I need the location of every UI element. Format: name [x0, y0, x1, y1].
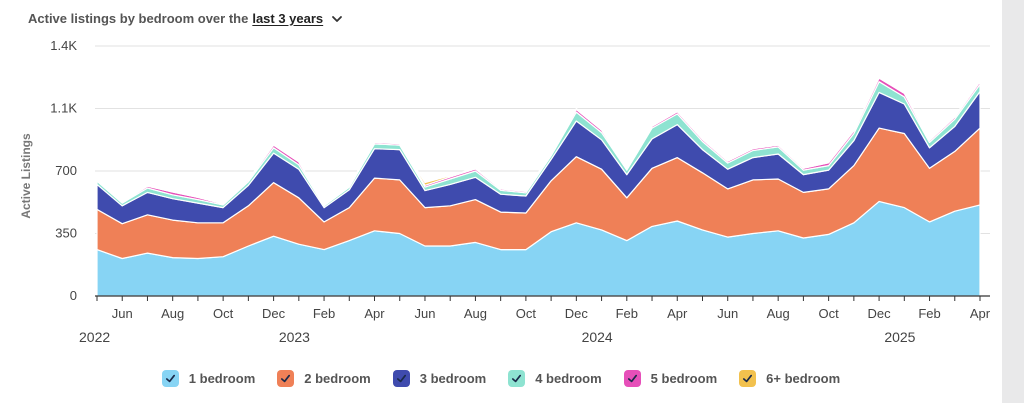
x-tick-label: Apr	[364, 306, 385, 321]
y-tick-label: 1.1K	[50, 101, 77, 116]
x-tick-label: Apr	[970, 306, 991, 321]
scrollbar-track[interactable]	[1002, 0, 1024, 403]
year-label: 2024	[582, 329, 613, 345]
x-tick-label: Dec	[868, 306, 892, 321]
x-tick-label: Apr	[667, 306, 688, 321]
y-axis-label: Active Listings	[19, 133, 33, 219]
x-tick-label: Oct	[819, 306, 840, 321]
y-tick-label: 700	[55, 163, 77, 178]
checkbox-checked-icon[interactable]	[739, 370, 757, 387]
time-range-link[interactable]: last 3 years	[252, 11, 324, 26]
legend-item[interactable]: 6+ bedroom	[739, 370, 840, 387]
legend-label: 1 bedroom	[188, 371, 256, 386]
legend-item[interactable]: 4 bedroom	[508, 370, 602, 387]
legend-item[interactable]: 2 bedroom	[277, 370, 371, 387]
legend-item[interactable]: 1 bedroom	[161, 370, 256, 387]
chart-legend: 1 bedroom 2 bedroom 3 bedroom 4 bedroom 5 be…	[0, 370, 1002, 387]
checkbox-checked-icon[interactable]	[392, 370, 410, 387]
x-tick-label: Aug	[767, 306, 790, 321]
year-label: 2025	[884, 329, 915, 345]
x-tick-label: Oct	[516, 306, 537, 321]
area-series-6-bedroom[interactable]	[96, 76, 981, 206]
x-tick-label: Feb	[918, 306, 940, 321]
x-tick-label: Feb	[313, 306, 335, 321]
year-label: 2023	[279, 329, 310, 345]
x-tick-label: Jun	[112, 306, 133, 321]
x-tick-label: Oct	[213, 306, 234, 321]
year-label: 2022	[79, 329, 110, 345]
legend-label: 2 bedroom	[304, 371, 371, 386]
x-tick-label: Aug	[161, 306, 184, 321]
stacked-area-chart: 0 350 700 1.1K 1.4K Active Listings Jun Aug Oct D…	[19, 38, 991, 345]
x-tick-label: Dec	[262, 306, 286, 321]
checkbox-checked-icon[interactable]	[508, 370, 526, 387]
checkbox-checked-icon[interactable]	[623, 370, 641, 387]
legend-label: 3 bedroom	[419, 371, 487, 386]
legend-label: 5 bedroom	[650, 371, 718, 386]
legend-item[interactable]: 3 bedroom	[392, 370, 487, 387]
y-tick-label: 0	[70, 288, 77, 303]
x-tick-label: Aug	[464, 306, 487, 321]
legend-label: 6+ bedroom	[766, 371, 841, 386]
chevron-down-icon[interactable]	[331, 13, 343, 25]
checkbox-checked-icon[interactable]	[277, 370, 295, 387]
checkbox-checked-icon[interactable]	[161, 370, 179, 387]
x-tick-label: Jun	[717, 306, 738, 321]
x-tick-label: Dec	[565, 306, 589, 321]
x-tick-label: Jun	[414, 306, 435, 321]
legend-item[interactable]: 5 bedroom	[623, 370, 718, 387]
legend-label: 4 bedroom	[535, 371, 602, 386]
x-tick-label: Feb	[616, 306, 638, 321]
chart-title: Active listings by bedroom over the last…	[28, 11, 343, 26]
y-tick-label: 350	[55, 226, 77, 241]
chart-title-text: Active listings by bedroom over the	[28, 11, 249, 26]
y-tick-label: 1.4K	[50, 38, 77, 53]
